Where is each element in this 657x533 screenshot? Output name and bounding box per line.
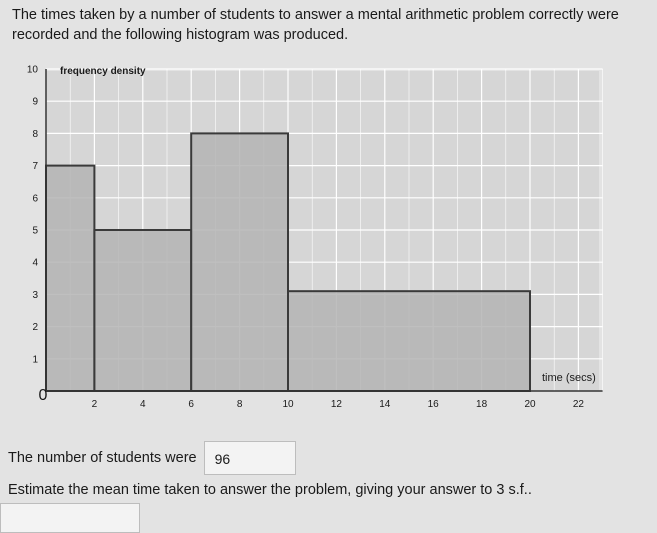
histogram-bar-0-2 xyxy=(45,164,96,392)
x-tick-label: 20 xyxy=(524,399,536,410)
y-tick-label: 2 xyxy=(32,322,38,333)
y-tick-label: 9 xyxy=(32,97,38,108)
x-tick-label: 18 xyxy=(476,399,488,410)
x-tick-label: 2 xyxy=(92,399,98,410)
y-tick-label: 3 xyxy=(32,290,38,301)
x-tick-label: 8 xyxy=(237,399,243,410)
mean-answer-field[interactable] xyxy=(0,503,140,533)
bars xyxy=(45,132,531,393)
origin-label: 0 xyxy=(39,387,48,404)
students-row: The number of students were 96 xyxy=(8,441,296,475)
x-tick-label: 4 xyxy=(140,399,146,410)
y-axis-label: frequency density xyxy=(60,66,146,77)
question-intro: The times taken by a number of students … xyxy=(12,7,619,43)
y-tick-label: 10 xyxy=(27,65,39,76)
y-tick-label: 7 xyxy=(32,161,38,172)
y-tick-label: 1 xyxy=(32,354,38,365)
estimate-prompt: Estimate the mean time taken to answer t… xyxy=(8,482,532,498)
x-axis-label: time (secs) xyxy=(542,372,596,384)
axes xyxy=(45,69,603,392)
x-tick-label: 10 xyxy=(282,399,294,410)
y-tick-label: 8 xyxy=(32,129,38,140)
histogram-bar-10-20 xyxy=(287,290,531,392)
students-answer-field[interactable]: 96 xyxy=(203,441,296,475)
students-label: The number of students were xyxy=(8,450,197,466)
x-tick-label: 16 xyxy=(428,399,440,410)
y-tick-label: 5 xyxy=(32,226,38,237)
x-tick-label: 22 xyxy=(573,399,585,410)
x-tick-label: 14 xyxy=(379,399,391,410)
histogram-bar-2-6 xyxy=(93,229,193,392)
histogram-bar-6-10 xyxy=(190,132,289,393)
x-tick-label: 12 xyxy=(331,399,343,410)
y-tick-label: 4 xyxy=(32,258,38,269)
y-tick-label: 6 xyxy=(32,193,38,204)
x-tick-label: 6 xyxy=(188,399,194,410)
